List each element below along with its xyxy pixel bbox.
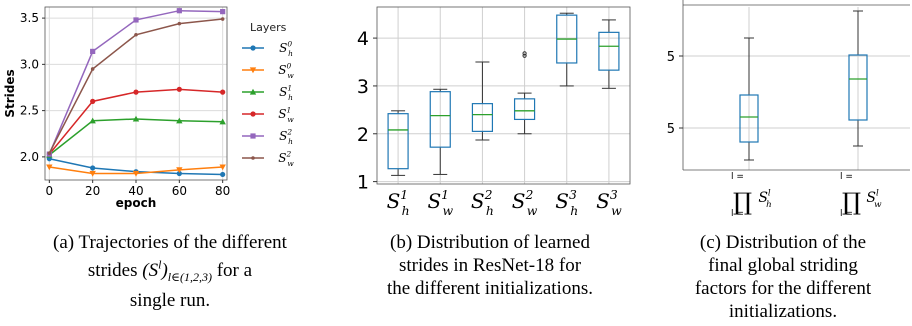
caption-c-line2: final global striding [708, 255, 858, 276]
series-0-point-3 [176, 170, 182, 177]
caption-c: (c) Distribution of the final global str… [658, 231, 908, 323]
x-label-0-top: l = [731, 172, 744, 182]
y-tick-label-2: 3 [357, 76, 369, 98]
x-label-1-bottom: l = [840, 209, 853, 219]
legend-marker-5 [251, 156, 255, 160]
chart-c-global-striding: 55l =∏ Sl hl =l =∏ Sl wl = [667, 0, 910, 219]
series-4-point-2 [133, 17, 139, 23]
caption-b-line1: (b) Distribution of learned [390, 232, 590, 253]
x-tick-label-0: S1 h [387, 187, 410, 218]
x-tick-label-4: S3 h [555, 187, 578, 218]
series-2-point-1 [89, 117, 96, 124]
box-5-body [598, 31, 620, 71]
series-1-point-0 [46, 164, 53, 171]
legend-marker-4 [250, 133, 256, 139]
caption-c-line3: factors for the different [694, 278, 872, 299]
x-tick-label-2: S2 h [471, 187, 494, 218]
x-tick-label-3: S2 w [512, 187, 538, 218]
x-tick-label-5: S3 w [596, 187, 622, 218]
box-2-body [471, 103, 494, 132]
series-5-point-4 [220, 17, 225, 21]
series-4-point-1 [90, 48, 96, 55]
caption-a-line2: strides (Sl)l∈(1,2,3) for a [87, 258, 253, 285]
series-3-point-4 [220, 89, 226, 95]
box-3-body [513, 98, 536, 121]
series-2-point-2 [132, 115, 140, 122]
series-5-point-2 [134, 32, 138, 37]
x-tick-label-3: 60 [172, 184, 187, 198]
series-5-point-1 [90, 67, 95, 71]
caption-a-line3: single run. [129, 290, 211, 312]
legend-marker-2 [249, 88, 257, 95]
box-1-body [429, 91, 451, 148]
series-1-point-4 [219, 164, 226, 171]
y-tick-label-0: 1 [357, 172, 369, 194]
box-3-flier-1 [522, 51, 527, 56]
legend-label-4: S2 h [279, 128, 293, 147]
y-tick-label-1: 2 [357, 124, 369, 146]
series-0-point-4 [220, 171, 226, 178]
caption-b-line2: strides in ResNet-18 for [398, 255, 582, 276]
x-tick-label-4: 80 [215, 184, 230, 198]
legend-marker-0 [250, 45, 256, 51]
box-0-body [739, 94, 759, 143]
y-tick-label-3: 4 [357, 28, 369, 50]
x-tick-label-1: 20 [85, 184, 100, 198]
series-3-point-3 [176, 86, 182, 92]
legend-title: Layers [250, 21, 287, 34]
caption-a-line1: (a) Trajectories of the different [53, 232, 287, 253]
series-1-point-3 [176, 167, 183, 174]
series-0-point-1 [90, 165, 96, 171]
box-3-flier-0 [522, 53, 527, 58]
legend-label-5: S2 w [278, 150, 294, 169]
series-3-point-1 [90, 98, 96, 104]
x-label-1-top: l = [840, 172, 853, 182]
x-tick-label-0: 0 [46, 184, 54, 198]
series-1-point-1 [89, 170, 96, 177]
x-axis-label: epoch [116, 196, 157, 210]
series-5-point-3 [177, 21, 182, 26]
series-3-point-2 [133, 89, 139, 95]
box-1-body [848, 54, 868, 121]
x-tick-label-2: 40 [128, 184, 143, 198]
legend-label-0: S0 h [279, 40, 293, 59]
caption-c-line1: (c) Distribution of the [699, 232, 867, 253]
caption-b: (b) Distribution of learned strides in R… [345, 231, 635, 300]
series-5-point-0 [47, 151, 52, 155]
x-label-0-symbol: Sl h [758, 189, 771, 210]
legend-label-1: S0 w [278, 62, 294, 81]
chart-a-trajectories: 0 20 40 60 80 2.0 2.5 3.0 3.5 epoch Strides Layers S… [3, 6, 294, 210]
series-1-point-2 [132, 170, 140, 177]
y-axis-label: Strides [3, 69, 17, 117]
series-2-point-3 [176, 117, 183, 124]
chart-b-stride-distribution: 1 2 3 4 S1 h S1 w S2 h S2 w S3 h S3 w [357, 6, 631, 218]
x-label-0-product: ∏ [733, 188, 752, 216]
y-tick-label-0: 5 [667, 50, 675, 65]
caption-a: (a) Trajectories of the different stride… [20, 231, 320, 312]
legend-marker-1 [249, 67, 257, 74]
caption-b-line3: the different initializations. [387, 278, 593, 299]
legend-label-2: S1 h [279, 84, 293, 103]
x-tick-label-1: S1 w [427, 187, 453, 218]
y-tick-label-3: 3.5 [20, 11, 39, 25]
y-tick-label-0: 2.0 [20, 150, 39, 164]
x-label-0-bottom: l = [731, 209, 744, 219]
legend-marker-3 [250, 111, 256, 117]
box-0-body [387, 113, 409, 170]
y-tick-label-2: 3.0 [20, 57, 39, 71]
y-tick-label-1: 5 [667, 122, 675, 137]
legend-label-3: S1 w [278, 106, 294, 125]
series-2-point-4 [219, 118, 226, 125]
caption-c-line4: initializations. [728, 301, 838, 322]
x-label-1-symbol: Sl w [866, 189, 882, 210]
x-label-1-product: ∏ [842, 188, 861, 216]
series-4-point-3 [176, 8, 182, 14]
plot-frame [376, 6, 631, 185]
series-4-point-4 [220, 9, 226, 15]
y-tick-label-1: 2.5 [20, 104, 39, 118]
